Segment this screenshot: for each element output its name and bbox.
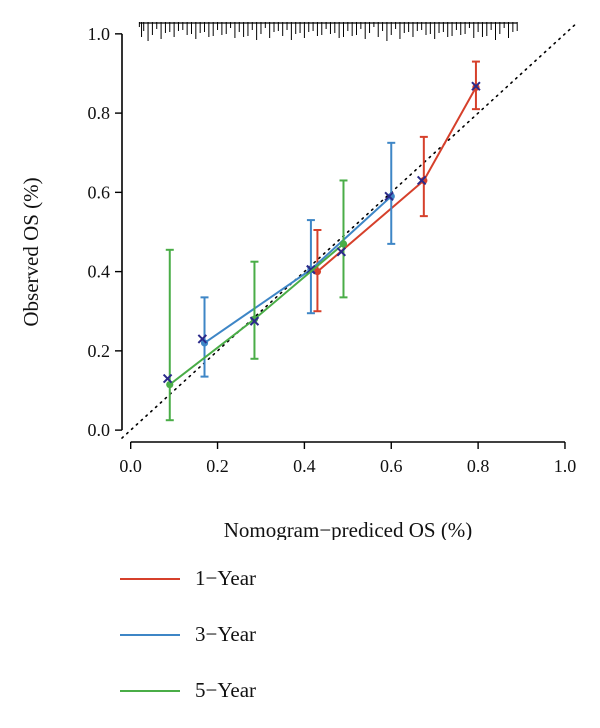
y-tick-label: 0.2 (88, 341, 111, 361)
cross-marker (197, 334, 208, 344)
axes (121, 33, 565, 443)
x-tick-label: 1.0 (554, 456, 577, 476)
data-point (420, 176, 428, 185)
legend-label-5-year: 5−Year (195, 678, 257, 702)
series-2 (197, 141, 396, 378)
cross-marker (471, 81, 481, 91)
cross-marker (416, 175, 427, 186)
x-tick-label: 0.6 (380, 456, 403, 476)
cross-marker (249, 316, 260, 326)
data-point (387, 192, 395, 200)
series-3 (162, 179, 348, 422)
legend-swatch-1-year (120, 578, 180, 580)
y-tick-label: 0.0 (88, 420, 111, 440)
rug-marks (138, 22, 518, 41)
data-point (250, 315, 259, 323)
cross-marker (306, 264, 316, 275)
legend-item-1-year: 1−Year (120, 560, 420, 616)
y-tick-label: 0.4 (88, 262, 111, 282)
legend-label-3-year: 3−Year (195, 622, 257, 646)
legend-swatch-5-year (120, 690, 180, 692)
y-axis-title: Observed OS (%) (19, 177, 43, 326)
legend-swatch-3-year (120, 634, 180, 636)
y-tick-label: 0.8 (88, 103, 111, 123)
y-tick-label: 0.6 (88, 182, 111, 202)
cross-marker (162, 373, 173, 384)
series-layer (162, 60, 481, 422)
x-tick-label: 0.8 (467, 456, 490, 476)
cross-marker (384, 191, 394, 202)
reference-diagonal (121, 21, 579, 439)
y-tick-label: 1.0 (88, 24, 111, 44)
x-ticks: 0.0 0.2 0.4 0.6 0.8 1.0 (119, 442, 576, 476)
reference-line (121, 21, 579, 439)
legend-item-5-year: 5−Year (120, 672, 420, 728)
data-point (313, 268, 322, 276)
data-point (200, 339, 209, 347)
data-point (339, 240, 348, 248)
data-point (166, 380, 174, 389)
x-tick-label: 0.2 (206, 456, 229, 476)
series-1 (306, 60, 481, 313)
legend-label-1-year: 1−Year (195, 566, 257, 590)
legend: 1−Year 3−Year 5−Year (120, 560, 420, 728)
x-tick-label: 0.0 (119, 456, 142, 476)
legend-item-3-year: 3−Year (120, 616, 420, 672)
cross-marker (336, 247, 347, 257)
y-ticks: 0.0 0.2 0.4 0.6 0.8 1.0 (88, 24, 122, 440)
x-axis-title: Nomogram−prediced OS (%) (224, 518, 473, 540)
calibration-chart: 0.0 0.2 0.4 0.6 0.8 1.0 0.0 0.2 0.4 0.6 0.8 1.0 Ob… (19, 21, 579, 540)
x-tick-label: 0.4 (293, 456, 316, 476)
